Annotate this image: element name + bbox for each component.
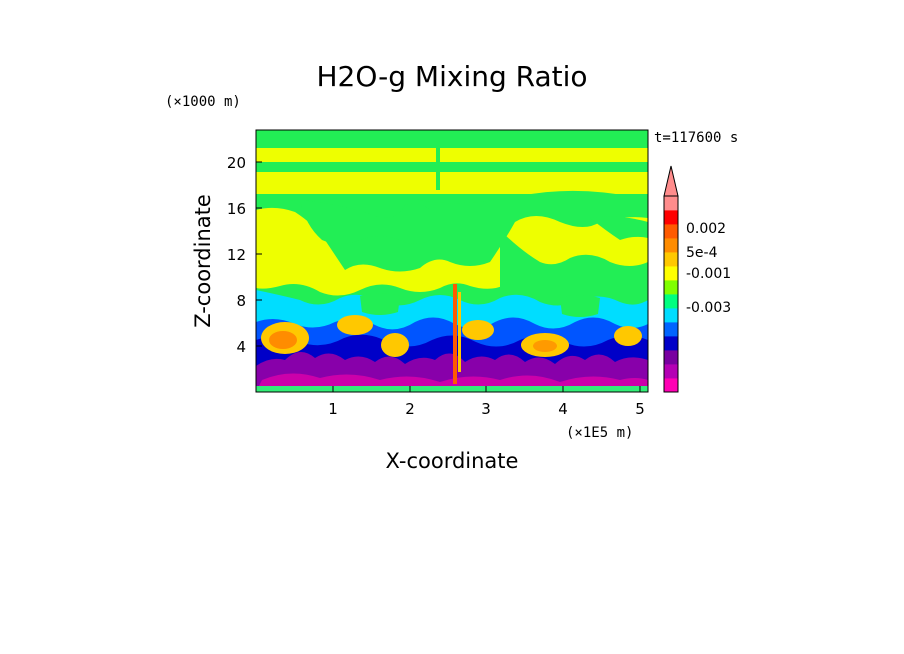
colorbar-label: 5e-4 (686, 245, 718, 261)
y-unit-label: (×1000 m) (165, 94, 241, 110)
colorbar-swatch (664, 336, 678, 351)
x-tick-label: 1 (328, 400, 338, 418)
colorbar-swatch (664, 238, 678, 253)
x-tick-label: 2 (405, 400, 415, 418)
colorbar-swatch (664, 210, 678, 225)
colorbar-swatch (664, 266, 678, 281)
positive-anomaly-blobs (261, 315, 642, 357)
x-tick-label: 5 (635, 400, 645, 418)
vertical-streak (453, 284, 457, 384)
y-tick-label: 16 (227, 200, 246, 218)
colorbar-swatch (664, 308, 678, 323)
y-tick-label: 12 (227, 246, 246, 264)
colorbar-swatch (664, 196, 678, 211)
time-label: t=117600 s (654, 130, 738, 146)
y-axis-label: Z-coordinate (191, 194, 215, 328)
colorbar-swatch (664, 364, 678, 379)
x-tick-label: 4 (558, 400, 568, 418)
colorbar-extension-arrow (663, 165, 679, 197)
colorbar-label: -0.003 (686, 300, 731, 316)
upper-band (256, 148, 648, 162)
x-tick-label: 3 (481, 400, 491, 418)
colorbar-label: -0.001 (686, 266, 731, 282)
colorbar-label: 0.002 (686, 221, 726, 237)
colorbar (664, 196, 678, 393)
x-unit-label: (×1E5 m) (566, 425, 633, 441)
colorbar-swatch (664, 378, 678, 393)
y-tick-label: 8 (236, 292, 246, 310)
colorbar-swatch (664, 224, 678, 239)
colorbar-swatch (664, 252, 678, 267)
colorbar-swatch (664, 294, 678, 309)
y-tick-label: 20 (227, 154, 246, 172)
colorbar-swatch (664, 350, 678, 365)
plot-frame (255, 129, 649, 393)
y-ticks (256, 161, 262, 347)
y-tick-label: 4 (236, 338, 246, 356)
contour-field (256, 130, 648, 392)
x-axis-label: X-coordinate (386, 449, 519, 473)
colorbar-swatch (664, 322, 678, 337)
chart-title: H2O-g Mixing Ratio (316, 60, 587, 93)
x-ticks (332, 386, 641, 392)
colorbar-swatch (664, 280, 678, 295)
colorbar-frame (663, 195, 679, 393)
